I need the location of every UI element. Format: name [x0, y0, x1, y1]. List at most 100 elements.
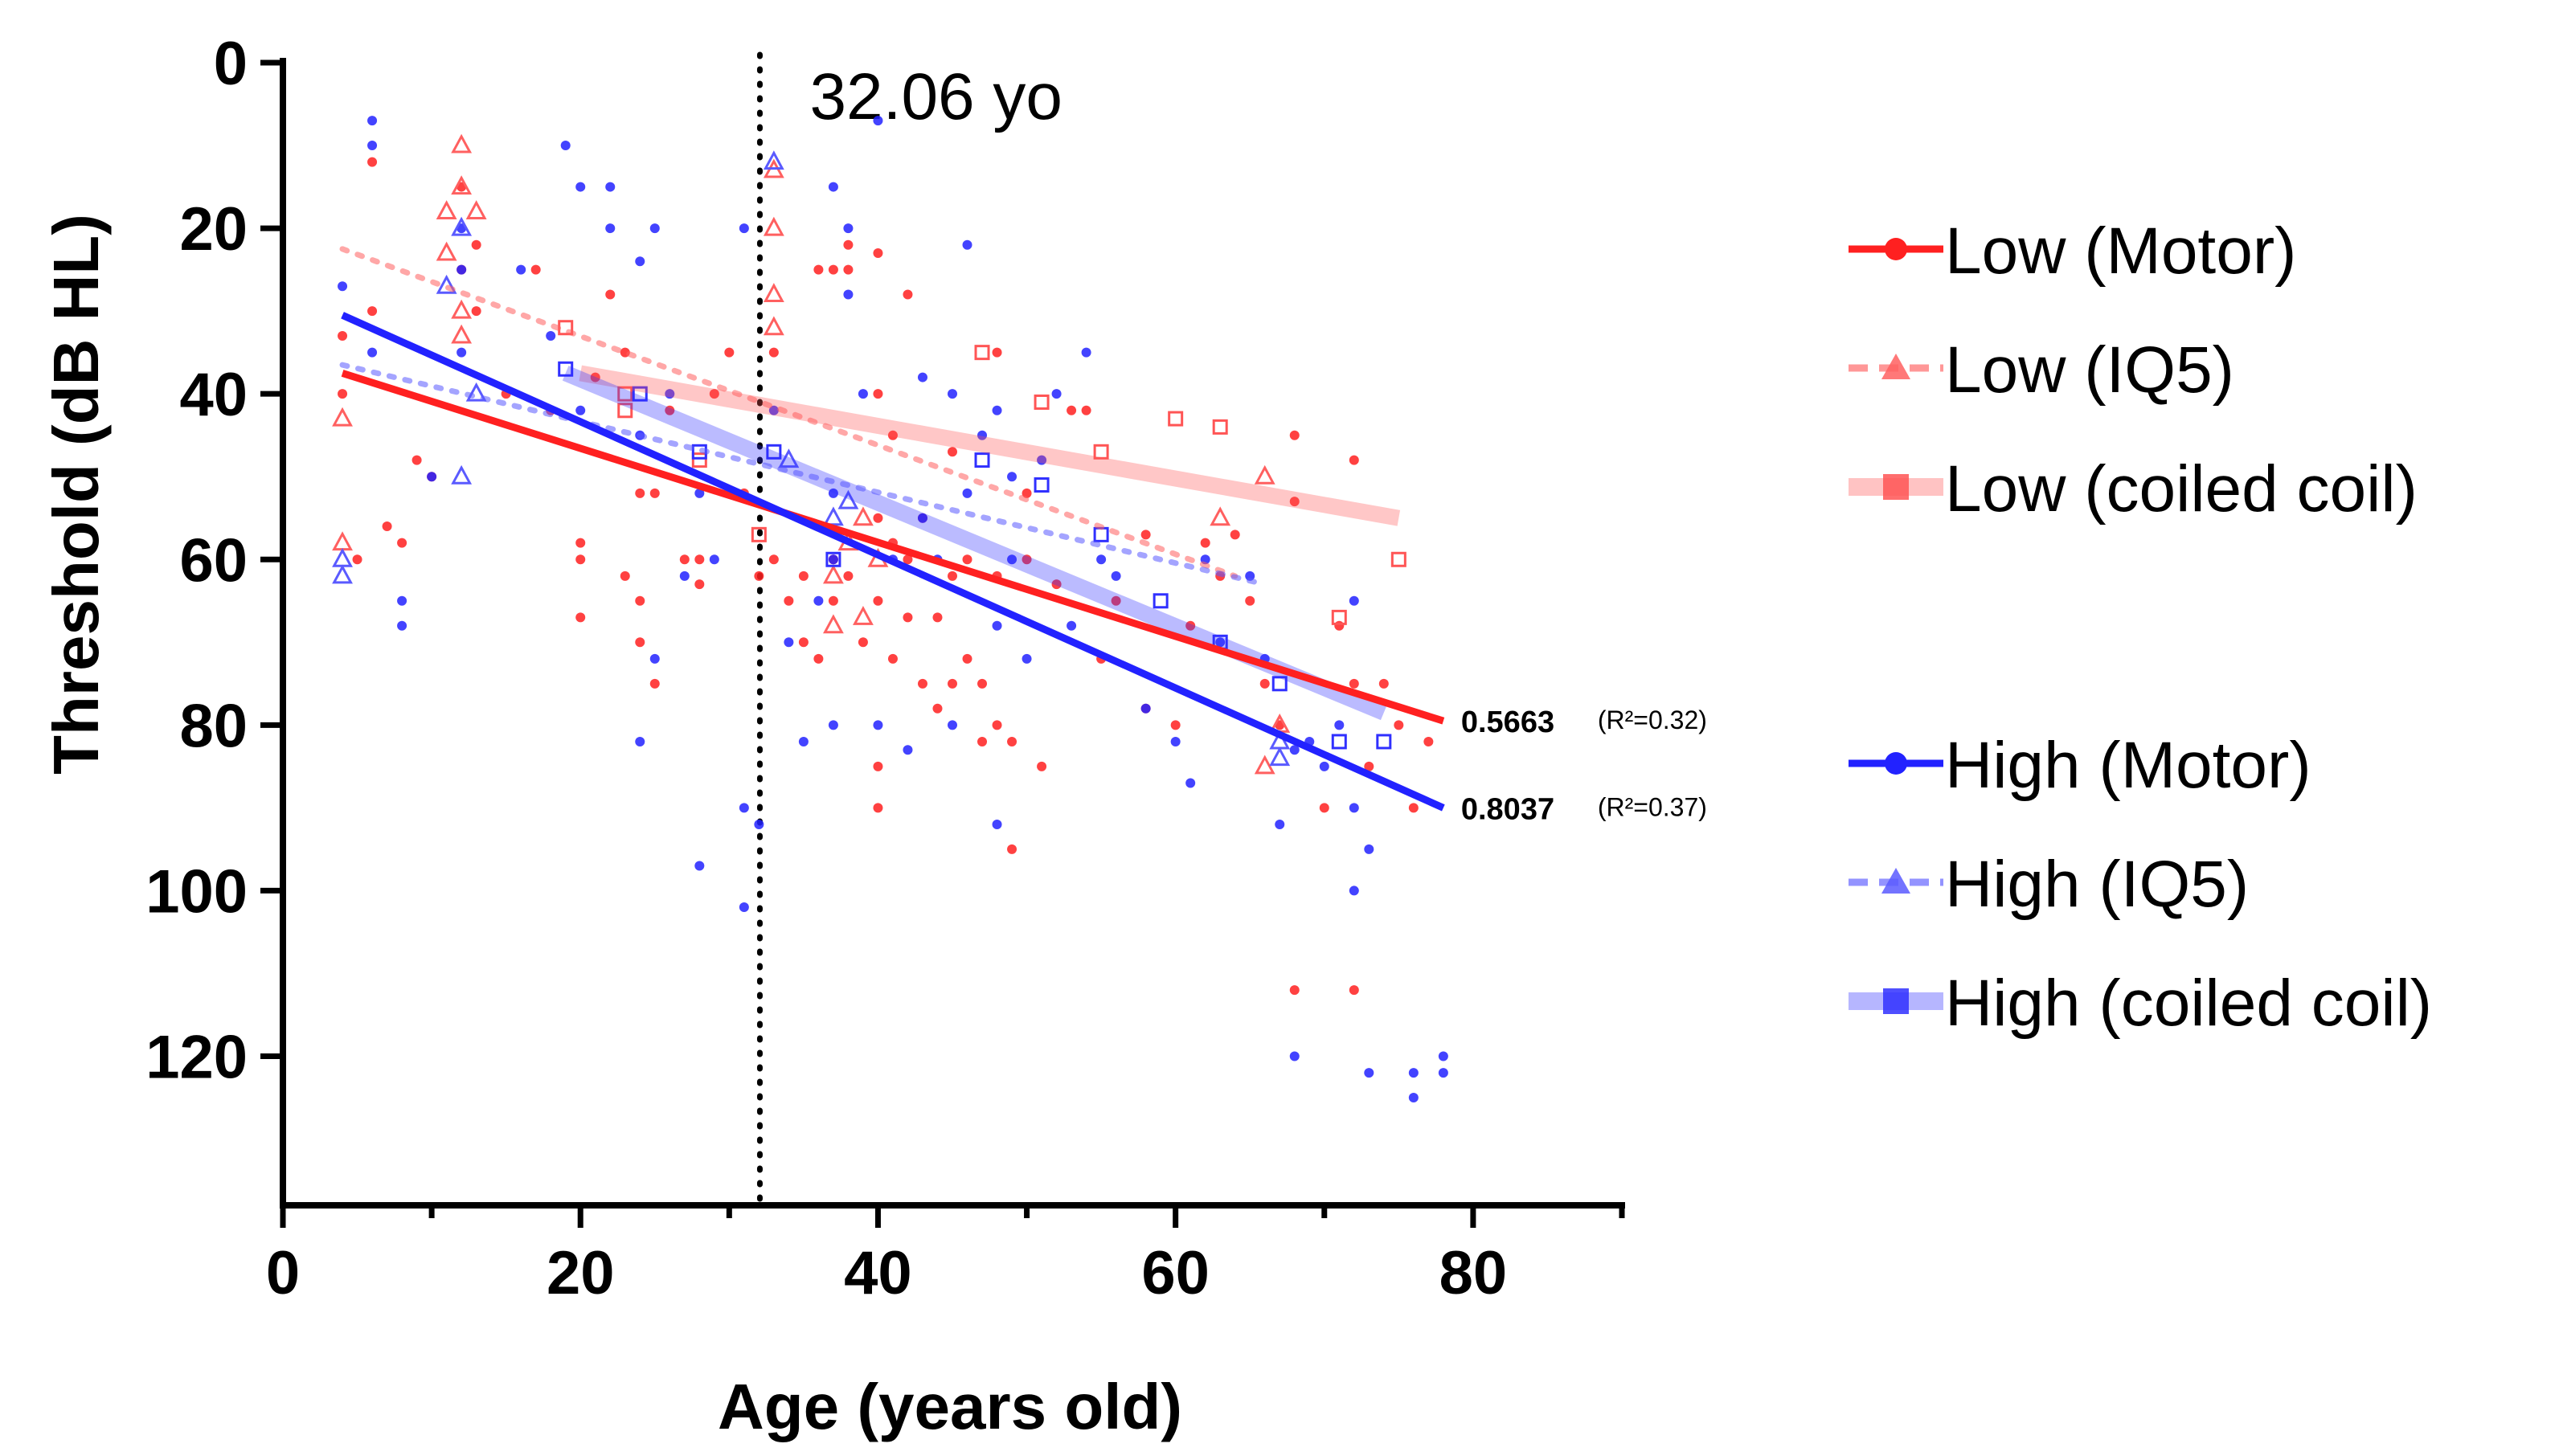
low-motor-point	[724, 347, 735, 358]
low-iq5-point	[853, 506, 874, 526]
high-motor-point	[1051, 389, 1062, 399]
low-motor-point	[887, 430, 898, 440]
low-iq5-point	[332, 531, 353, 551]
high-motor-point	[903, 745, 913, 755]
low-motor-point	[873, 513, 883, 523]
low-motor-point	[1081, 405, 1091, 415]
legend-label-high-coiled-coil: High (coiled coil)	[1945, 967, 2432, 1040]
low-motor-point	[1170, 720, 1181, 730]
low-coiled-coil-point	[1093, 444, 1109, 460]
high-motor-point	[739, 803, 749, 813]
low-motor-point	[873, 803, 883, 813]
low-motor-point	[575, 554, 586, 565]
low-motor-point	[620, 571, 630, 581]
high-motor-point	[917, 372, 927, 382]
high-motor-point	[948, 720, 957, 730]
low-motor-point	[784, 595, 794, 606]
high-coiled-coil-point	[1093, 526, 1109, 542]
low-iq5-point	[763, 216, 784, 236]
x-axis-title: Age (years old)	[718, 1371, 1182, 1442]
low-motor-point	[1140, 530, 1151, 540]
low-iq5-fit-line	[339, 246, 1239, 579]
low-motor-point	[992, 347, 1002, 358]
low-motor-point	[382, 521, 392, 532]
low-motor-point	[1408, 803, 1419, 813]
low-motor-point	[843, 264, 854, 275]
low-motor-point	[1349, 678, 1359, 689]
y-tick-label: 120	[145, 1024, 248, 1092]
low-iq5-point	[436, 241, 457, 261]
low-motor-point	[948, 571, 957, 581]
high-motor-point	[798, 736, 809, 746]
low-iq5-point	[451, 324, 473, 344]
low-motor-point	[962, 653, 972, 664]
low-motor-point	[1259, 678, 1270, 689]
high-iq5-point	[451, 216, 473, 236]
data-points	[332, 116, 1448, 1103]
low-motor-point	[352, 554, 362, 565]
high-motor-point	[1007, 472, 1017, 482]
low-iq5-point	[436, 200, 457, 219]
low-iq5-point	[1254, 464, 1275, 485]
high-iq5-point	[837, 489, 859, 509]
high-iq5-point	[332, 564, 353, 584]
low-motor-point	[1245, 595, 1255, 606]
legend-label-high-iq5: High (IQ5)	[1945, 848, 2249, 921]
legend-marker-low-iq5	[1881, 354, 1910, 379]
high-motor-point	[1334, 720, 1345, 730]
high-iq5-point	[763, 150, 784, 170]
low-motor-point	[530, 264, 541, 275]
low-motor-point	[694, 579, 705, 590]
high-motor-point	[1349, 595, 1359, 606]
high-motor-point	[992, 820, 1002, 829]
low-iq5-point	[465, 200, 487, 219]
high-iq5-point	[451, 464, 473, 485]
high-motor-point	[1438, 1051, 1448, 1061]
high-iq5-point	[436, 274, 457, 294]
low-motor-point	[1349, 455, 1359, 465]
legend-label-high-motor: High (Motor)	[1945, 729, 2311, 802]
x-tick-label: 60	[1141, 1239, 1210, 1307]
high-motor-point	[828, 488, 838, 498]
high-motor-point	[605, 182, 616, 192]
low-motor-point	[828, 595, 838, 606]
annotations: 0.5663 (R²=0.32) 0.8037 (R²=0.37)	[1461, 706, 1707, 826]
low-motor-point	[575, 612, 586, 623]
low-motor-point	[887, 653, 898, 664]
low-motor-point	[917, 678, 927, 689]
low-coiled-coil-point	[691, 452, 707, 468]
high-coiled-coil-point	[1153, 593, 1169, 609]
age-cutoff-line: 32.06 yo	[756, 51, 1062, 1209]
low-coiled-coil-point	[1331, 609, 1347, 625]
high-motor-point	[768, 405, 779, 415]
low-motor-point	[977, 678, 988, 689]
low-coiled-coil-point	[1390, 551, 1406, 567]
y-tick-label: 20	[179, 195, 248, 264]
low-motor-point	[903, 289, 913, 300]
low-motor-point	[828, 264, 838, 275]
low-motor-point	[649, 488, 660, 498]
low-iq5-point	[451, 299, 473, 319]
high-coiled-coil-point	[766, 444, 782, 460]
high-motor-point	[1245, 571, 1255, 581]
high-motor-point	[962, 488, 972, 498]
low-coiled-coil-point	[1034, 394, 1050, 410]
high-motor-point	[367, 116, 378, 126]
legend-marker-high-coiled-coil	[1883, 988, 1909, 1014]
high-iq5-point	[778, 448, 800, 468]
high-motor-point	[1185, 778, 1196, 788]
low-iq5-point	[451, 133, 473, 153]
cutoff-label: 32.06 yo	[809, 60, 1062, 133]
legend-marker-high-motor	[1885, 752, 1907, 775]
low-motor-point	[768, 347, 779, 358]
legend-label-low-motor: Low (Motor)	[1945, 215, 2296, 288]
high-motor-point	[1022, 653, 1032, 664]
low-motor-point	[1289, 430, 1300, 440]
low-motor-point	[858, 637, 868, 648]
high-motor-point	[397, 620, 407, 631]
low-motor-point	[798, 637, 809, 648]
high-iq5-fit-line	[339, 362, 1268, 587]
high-motor-point	[546, 331, 556, 342]
low-motor-point	[1185, 620, 1196, 631]
